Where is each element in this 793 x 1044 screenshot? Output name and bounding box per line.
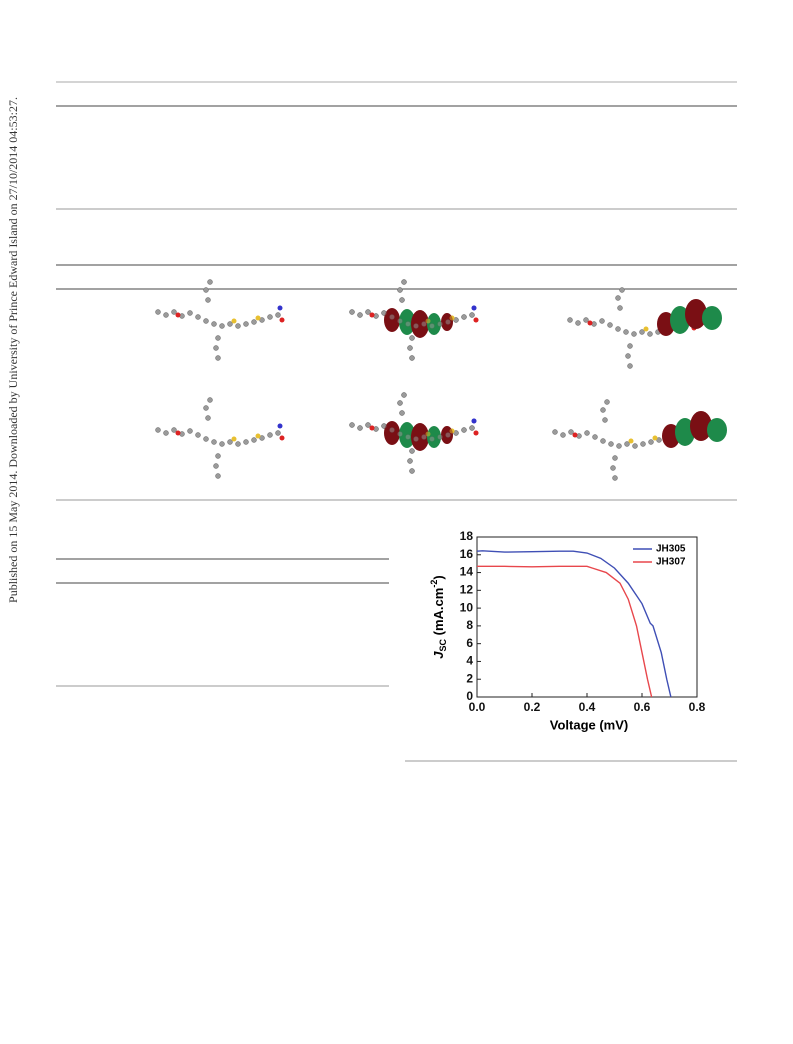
legend-label: JH307: [656, 557, 686, 568]
jv-chart: Voltage (mV) JSC (mA.cm-2) 0 2 4 6 8 10 12 14 16…: [429, 529, 705, 732]
y-tick-label: 16: [460, 547, 474, 561]
y-tick-label: 4: [466, 654, 473, 668]
y-axis-label: JSC (mA.cm-2): [429, 575, 448, 658]
y-tick-label: 14: [460, 565, 474, 579]
y-tick-label: 6: [466, 636, 473, 650]
legend-label: JH305: [656, 544, 686, 555]
molecule-images: [155, 279, 727, 481]
series-line: [477, 565, 653, 698]
x-tick-label: 0.2: [524, 700, 541, 714]
y-tick-label: 8: [466, 618, 473, 632]
x-tick-label: 0.8: [689, 700, 706, 714]
y-label-sub: SC: [438, 638, 448, 651]
y-label-unit: (mA.cm: [431, 588, 446, 639]
y-label-end: ): [431, 575, 446, 579]
y-tick-label: 18: [460, 529, 474, 543]
x-axis-label: Voltage (mV): [550, 717, 629, 732]
y-tick-label: 0: [466, 689, 473, 703]
table-rules: [56, 81, 737, 762]
x-tick-label: 0.6: [634, 700, 651, 714]
side-note: Published on 15 May 2014. Downloaded by …: [6, 97, 20, 603]
y-label-main: J: [431, 651, 446, 659]
x-tick-label: 0.0: [469, 700, 486, 714]
y-label-sup: -2: [429, 580, 439, 588]
y-tick-label: 10: [460, 600, 474, 614]
series-line: [476, 550, 672, 698]
y-tick-label: 2: [466, 671, 473, 685]
x-tick-label: 0.4: [579, 700, 596, 714]
y-tick-label: 12: [460, 583, 474, 597]
